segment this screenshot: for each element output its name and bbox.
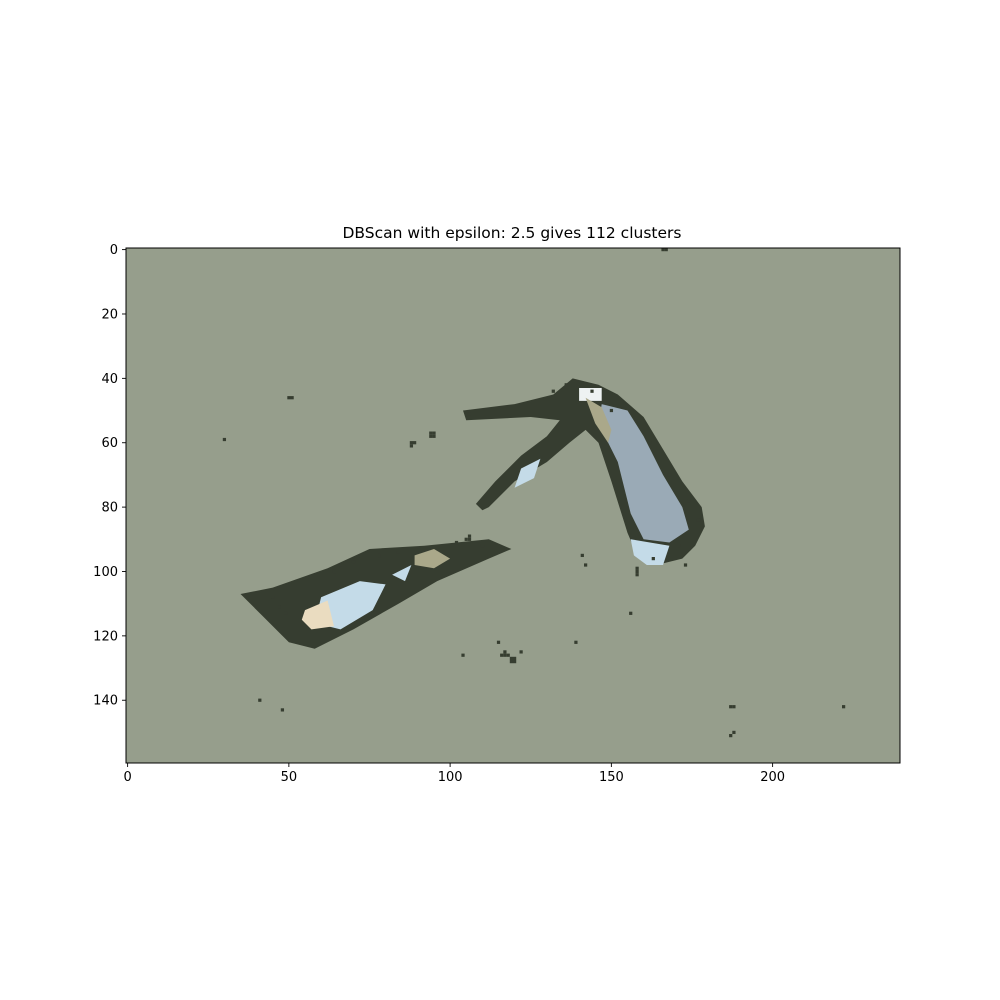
cluster-pixel-35: [467, 537, 472, 541]
cluster-pixel-8: [409, 444, 414, 448]
cluster-pixel-26: [590, 389, 594, 393]
cluster-pixel-15: [284, 611, 288, 615]
y-tick-label-80: 80: [101, 501, 118, 516]
cluster-pixel-60: [635, 573, 639, 577]
cluster-pixel-11: [432, 431, 436, 435]
cluster-pixel-16: [332, 569, 336, 574]
cluster-pixel-30: [687, 499, 691, 503]
cluster-pixel-59: [635, 569, 639, 574]
cluster-pixel-43: [503, 653, 507, 657]
cluster-pixel-10: [429, 434, 433, 438]
cluster-pixel-61: [683, 563, 688, 567]
cluster-pixel-58: [635, 566, 639, 570]
x-tick-label-100: 100: [438, 770, 463, 785]
x-tick-label-150: 150: [599, 770, 624, 785]
cluster-pixel-25: [564, 383, 568, 387]
cluster-pixel-17: [338, 563, 343, 567]
cluster-regions-layer: [240, 378, 705, 649]
cluster-pixel-23: [480, 544, 485, 548]
cluster-pixel-28: [648, 441, 652, 445]
cluster-pixel-42: [500, 653, 504, 657]
cluster-pixel-48: [513, 660, 517, 664]
axes-frame: [125, 247, 901, 764]
cluster-pixel-49: [519, 650, 523, 654]
cluster-pixel-6: [409, 441, 414, 445]
cluster-pixel-2: [664, 248, 668, 252]
x-tick-label-0: 0: [123, 770, 131, 785]
cluster-pixel-31: [696, 518, 701, 522]
background-cluster-fill: [126, 248, 900, 763]
cluster-pixel-13: [271, 595, 275, 599]
cluster-pixel-1: [661, 248, 665, 252]
cluster-pixel-51: [258, 698, 262, 702]
cluster-pixel-44: [506, 653, 510, 657]
y-tick-label-60: 60: [101, 436, 118, 451]
cluster-pixels-layer: [222, 248, 846, 738]
cluster-pixel-50: [461, 653, 465, 657]
cluster-pixel-45: [509, 656, 514, 661]
cluster-pixel-12: [432, 434, 436, 438]
cluster-pixel-14: [277, 605, 281, 609]
cluster-pixel-57: [842, 705, 846, 709]
cluster-pixel-21: [454, 540, 459, 545]
cluster-pixel-22: [464, 537, 468, 541]
y-tick-label-100: 100: [93, 565, 118, 580]
cluster-pixel-29: [667, 473, 672, 477]
cluster-pixel-36: [580, 553, 584, 558]
cluster-pixel-7: [413, 441, 417, 445]
cluster-region-7: [630, 539, 670, 565]
cluster-pixel-41: [503, 650, 507, 654]
y-tick-label-0: 0: [110, 243, 118, 258]
cluster-pixel-32: [677, 544, 681, 548]
cluster-pixel-34: [467, 534, 472, 538]
chart-title: DBScan with epsilon: 2.5 gives 112 clust…: [343, 224, 682, 242]
y-tick-label-120: 120: [93, 629, 118, 644]
cluster-pixel-46: [513, 656, 517, 661]
cluster-pixel-19: [377, 553, 381, 558]
cluster-pixel-9: [429, 431, 433, 435]
y-tick-label-20: 20: [101, 307, 118, 322]
cluster-region-6: [579, 388, 602, 401]
cluster-image-plot: [126, 248, 900, 763]
cluster-pixel-47: [509, 660, 514, 664]
cluster-region-4: [314, 581, 386, 630]
cluster-pixel-38: [574, 640, 578, 644]
y-axis: 0 20 40 60 80 100 120 140: [93, 243, 126, 709]
cluster-region-10: [585, 397, 612, 443]
y-tick-label-40: 40: [101, 372, 118, 387]
cluster-pixel-52: [280, 708, 285, 712]
cluster-pixel-55: [729, 734, 733, 738]
cluster-pixel-24: [551, 389, 555, 393]
cluster-region-9: [514, 458, 541, 488]
cluster-pixel-56: [732, 730, 736, 735]
cluster-pixel-40: [496, 640, 501, 644]
cluster-region-8: [414, 549, 451, 569]
cluster-pixel-54: [729, 705, 733, 709]
cluster-pixel-20: [396, 550, 401, 554]
x-axis: 0 50 100 150 200: [123, 763, 785, 785]
x-tick-label-50: 50: [281, 770, 298, 785]
cluster-pixel-53: [732, 705, 736, 709]
cluster-pixel-18: [351, 560, 356, 564]
cluster-pixel-37: [584, 563, 588, 567]
y-tick-label-140: 140: [93, 694, 118, 709]
cluster-pixel-39: [629, 611, 633, 615]
cluster-pixel-4: [290, 396, 294, 400]
cluster-pixel-3: [287, 396, 291, 400]
cluster-pixel-33: [651, 557, 655, 561]
cluster-region-11: [392, 565, 412, 582]
cluster-pixel-27: [609, 408, 614, 413]
x-tick-label-200: 200: [760, 770, 785, 785]
cluster-region-5: [301, 600, 334, 630]
cluster-region-3: [598, 404, 689, 543]
cluster-pixel-62: [467, 412, 472, 416]
cluster-pixel-5: [222, 437, 227, 442]
